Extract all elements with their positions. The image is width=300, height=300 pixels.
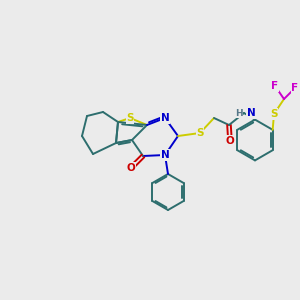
Text: O: O: [226, 136, 234, 146]
Text: F: F: [291, 83, 298, 93]
Text: S: S: [126, 113, 134, 123]
Text: N: N: [247, 108, 256, 118]
Text: S: S: [270, 109, 278, 119]
Text: H: H: [235, 109, 242, 118]
Text: N: N: [160, 113, 169, 123]
Text: N: N: [160, 150, 169, 160]
Text: S: S: [196, 128, 204, 138]
Text: O: O: [127, 163, 135, 173]
Text: F: F: [272, 81, 279, 91]
